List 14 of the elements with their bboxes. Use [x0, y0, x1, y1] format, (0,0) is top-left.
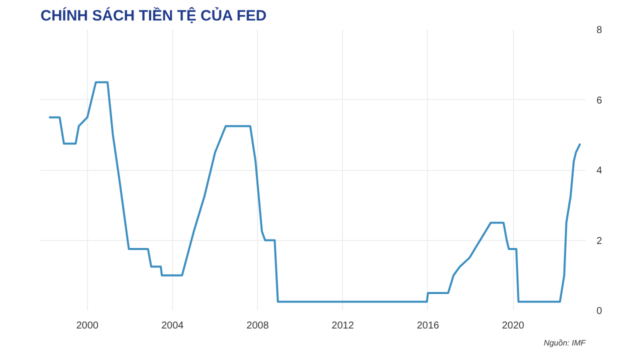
y-tick-label: 0 [596, 306, 602, 317]
chart-title: CHÍNH SÁCH TIỀN TỆ CỦA FED [40, 6, 267, 24]
x-tick-label: 2016 [416, 320, 440, 332]
x-tick-label: 2012 [332, 320, 354, 332]
x-tick-label: 2004 [161, 320, 184, 332]
x-tick-label: 2008 [246, 320, 270, 332]
x-tick-label: 2020 [502, 320, 525, 332]
y-tick-label: 4 [596, 166, 602, 176]
text: Nguồn: IMF [544, 338, 587, 348]
y-tick-label: 8 [596, 25, 602, 36]
y-tick-label: 2 [596, 236, 602, 247]
y-tick-label: 6 [596, 95, 602, 106]
x-tick-label: 2000 [76, 320, 99, 332]
line-series [48, 81, 582, 303]
